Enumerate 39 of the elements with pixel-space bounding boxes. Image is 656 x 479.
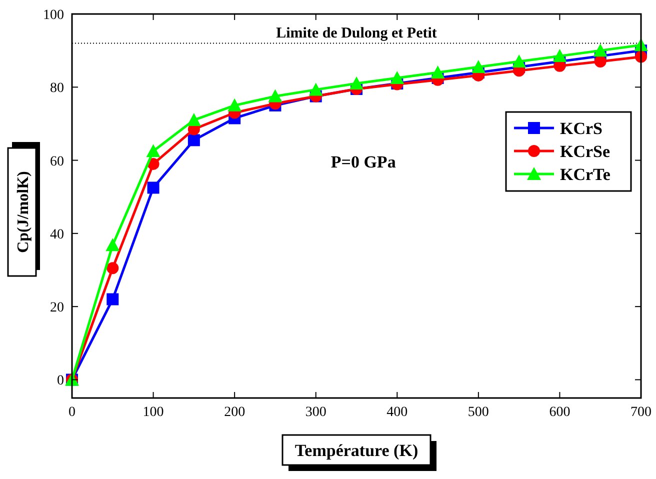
point xyxy=(146,144,160,158)
point xyxy=(308,82,323,96)
point xyxy=(186,113,201,126)
legend-label: KCrS xyxy=(560,119,602,138)
point xyxy=(106,262,119,274)
x-tick-label: 100 xyxy=(142,405,164,420)
point xyxy=(593,44,608,57)
x-tick-label: 200 xyxy=(224,405,246,420)
x-tick-label: 600 xyxy=(549,405,570,420)
legend-label: KCrTe xyxy=(560,165,611,184)
point xyxy=(552,49,567,62)
point xyxy=(106,293,119,306)
point xyxy=(594,56,606,68)
x-axis-title: Température (K) xyxy=(294,441,418,460)
point xyxy=(228,98,242,112)
x-tick-label: 0 xyxy=(68,405,76,420)
y-axis-title: Cp(J/molK) xyxy=(15,171,32,253)
point xyxy=(268,89,282,102)
ref-line-label: Limite de Dulong et Petit xyxy=(276,25,437,42)
annotation: P=0 GPa xyxy=(330,152,396,172)
point xyxy=(512,54,526,68)
legend-label: KCrSe xyxy=(560,142,610,161)
x-tick-label: 400 xyxy=(386,405,408,420)
x-tick-label: 300 xyxy=(305,405,326,420)
point xyxy=(471,60,486,74)
y-tick-label: 40 xyxy=(50,227,64,242)
point xyxy=(390,71,404,84)
y-tick-label: 80 xyxy=(50,81,64,96)
point xyxy=(350,76,364,90)
y-tick-label: 20 xyxy=(50,300,64,316)
point xyxy=(188,134,200,146)
point xyxy=(430,66,445,79)
x-tick-label: 500 xyxy=(468,405,489,420)
point xyxy=(106,238,120,252)
x-tick-label: 700 xyxy=(630,405,652,420)
point xyxy=(147,182,160,194)
y-tick-label: 60 xyxy=(50,154,64,170)
y-tick-label: 0 xyxy=(57,374,64,389)
y-tick-label: 100 xyxy=(43,8,64,23)
